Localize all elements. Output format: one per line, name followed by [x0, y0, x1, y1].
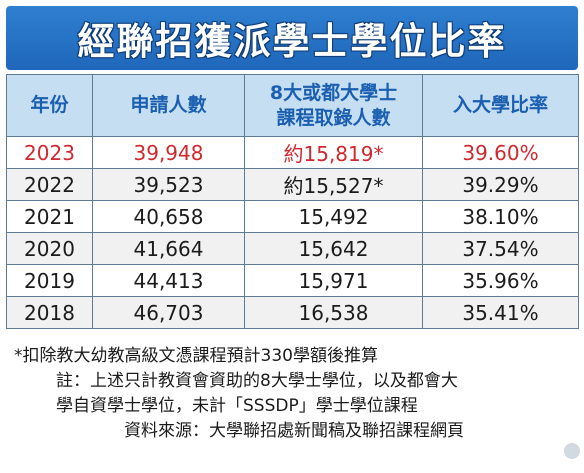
watermark-icon	[564, 443, 580, 459]
cell-applicants: 39,523	[92, 168, 245, 201]
cell-admitted: 15,642	[244, 232, 423, 265]
cell-admitted: 約15,527*	[244, 168, 423, 201]
cell-applicants: 39,948	[92, 136, 245, 169]
watermark-logo	[564, 443, 580, 459]
cell-year: 2022	[6, 168, 93, 201]
cell-ratio: 39.60%	[422, 136, 579, 169]
table-row: 2023 39,948 約15,819* 39.60%	[6, 136, 579, 169]
title-banner: 經聯招獲派學士學位比率	[6, 6, 578, 70]
cell-ratio: 37.54%	[422, 232, 579, 265]
table-row: 2019 44,413 15,971 35.96%	[6, 264, 579, 297]
cell-year: 2021	[6, 200, 93, 233]
source-credit: 資料來源：大學聯招處新聞稿及聯招課程網頁	[124, 421, 464, 441]
admission-table: 年份 申請人數 8大或都大學士 課程取錄人數 入大學比率 2023 39,948…	[6, 74, 579, 329]
header-applicants: 申請人數	[92, 74, 245, 137]
cell-admitted: 15,971	[244, 264, 423, 297]
header-year: 年份	[6, 74, 93, 137]
cell-year: 2020	[6, 232, 93, 265]
cell-year: 2018	[6, 296, 93, 329]
header-admitted-line2: 課程取錄人數	[276, 106, 391, 129]
cell-admitted: 約15,819*	[244, 136, 423, 169]
table-row: 2018 46,703 16,538 35.41%	[6, 296, 579, 329]
cell-admitted: 16,538	[244, 296, 423, 329]
cell-applicants: 44,413	[92, 264, 245, 297]
cell-applicants: 40,658	[92, 200, 245, 233]
cell-year: 2019	[6, 264, 93, 297]
cell-applicants: 46,703	[92, 296, 245, 329]
page-title: 經聯招獲派學士學位比率	[77, 20, 507, 63]
table-row: 2022 39,523 約15,527* 39.29%	[6, 168, 579, 201]
footnote-remark-line2: 學自資學士學位，未計「SSSDP」學士學位課程	[56, 396, 418, 416]
footnote-asterisk: *扣除教大幼教高級文憑課程預計330學額後推算	[14, 346, 378, 366]
cell-admitted: 15,492	[244, 200, 423, 233]
table-row: 2020 41,664 15,642 37.54%	[6, 232, 579, 265]
footnote-remark-line1: 註：上述只計教資會資助的8大學士學位，以及都會大	[56, 371, 458, 391]
cell-ratio: 35.96%	[422, 264, 579, 297]
table-row: 2021 40,658 15,492 38.10%	[6, 200, 579, 233]
header-admitted: 8大或都大學士 課程取錄人數	[244, 74, 423, 137]
cell-ratio: 35.41%	[422, 296, 579, 329]
header-ratio: 入大學比率	[422, 74, 579, 137]
table-header-row: 年份 申請人數 8大或都大學士 課程取錄人數 入大學比率	[6, 74, 579, 137]
header-admitted-line1: 8大或都大學士	[269, 81, 398, 104]
cell-applicants: 41,664	[92, 232, 245, 265]
cell-year: 2023	[6, 136, 93, 169]
cell-ratio: 39.29%	[422, 168, 579, 201]
cell-ratio: 38.10%	[422, 200, 579, 233]
footnotes: *扣除教大幼教高級文憑課程預計330學額後推算 註：上述只計教資會資助的8大學士…	[14, 344, 576, 444]
